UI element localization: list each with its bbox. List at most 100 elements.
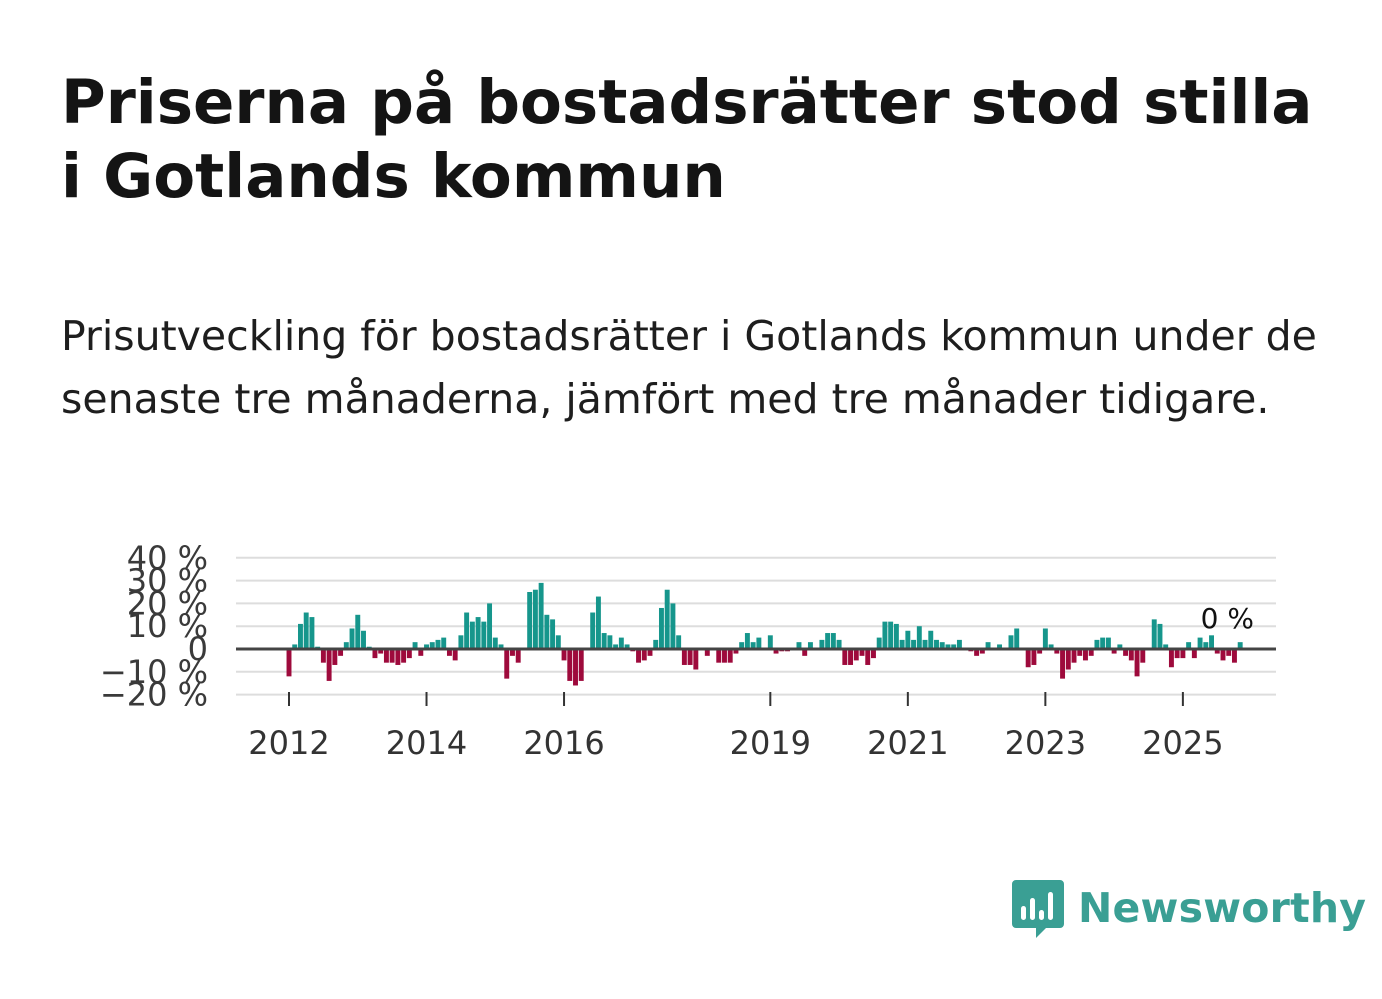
bar [349,628,355,649]
bar [956,639,962,649]
bar [750,642,756,649]
bar [1220,649,1226,661]
bar [1174,649,1180,659]
bar [1151,619,1157,649]
bar [830,633,836,649]
bar [378,649,384,654]
y-tick-label: 40 % [127,539,208,577]
bar [802,649,808,656]
x-tick-label: 2021 [867,724,948,762]
bar [985,642,991,649]
x-tick-label: 2025 [1142,724,1223,762]
bar [1214,649,1220,654]
bar [767,635,773,649]
bar [1071,649,1077,663]
bar [498,644,504,649]
bar [664,589,670,649]
x-tick-label: 2023 [1005,724,1086,762]
bar [934,639,939,649]
bar [653,639,659,649]
x-axis: 2012 2014 2016 2019 2021 2023 2025 [248,692,1224,762]
bar [1042,628,1048,649]
x-tick-label: 2012 [248,724,329,762]
bar-series [286,582,1243,686]
bar [550,619,556,649]
bar [286,649,292,677]
bar [670,603,676,649]
bar [1054,649,1060,654]
bar [332,649,338,665]
bar [452,649,458,661]
x-tick-label: 2014 [386,724,467,762]
bar [464,612,470,649]
bar [475,617,481,649]
bar [727,649,733,663]
bar [401,649,407,663]
bar [739,642,745,649]
bar [676,635,682,649]
bar [1025,649,1031,668]
bar [911,639,917,649]
bar [819,639,825,649]
bar [590,612,596,649]
bar [636,649,641,663]
bar [298,623,303,649]
bar [744,633,750,649]
bar [406,649,412,659]
bar [481,621,487,649]
bar [578,649,584,681]
bar [888,621,894,649]
bar [561,649,567,661]
bar [383,649,389,663]
bar [595,596,601,649]
bar [1060,649,1066,679]
bar [1191,649,1197,659]
bar [355,614,361,649]
bar-chart: 40 %30 %20 %10 %0−10 %−20 % 2012 2014 2016… [100,539,1276,762]
bar [1231,649,1237,663]
bar [309,617,315,649]
bar [882,621,888,649]
y-tick-label: −20 % [100,676,208,714]
bar [997,644,1002,649]
bar [1094,639,1100,649]
bar [916,626,922,649]
bar [922,639,928,649]
x-tick-label: 2019 [730,724,811,762]
bar [458,635,464,649]
bar [945,644,951,649]
bar [510,649,515,656]
bar [722,649,727,663]
bar [1186,642,1192,649]
bar [527,592,533,649]
bar [647,649,653,656]
y-axis: 40 %30 %20 %10 %0−10 %−20 % [100,539,208,714]
bar [974,649,980,656]
bar [704,649,710,656]
bar [893,623,899,649]
bar [412,642,418,649]
bar [515,649,521,663]
bar [1197,637,1203,649]
bar [292,644,298,649]
bar [1008,635,1014,649]
bar [1180,649,1186,659]
brand-name: Newsworthy [1078,884,1367,932]
bar [618,637,624,649]
bar [905,630,911,649]
newsworthy-bar-chart-icon [1012,880,1064,938]
bar [1134,649,1140,677]
bar [641,649,647,661]
grid-lines [236,556,1276,696]
bar [658,607,664,649]
bar [338,649,344,656]
bar [1105,637,1111,649]
bar [733,649,739,654]
bar [1140,649,1146,663]
bar [1083,649,1088,661]
bar [876,637,882,649]
bar [1117,644,1123,649]
bar [613,644,619,649]
bar [424,644,429,649]
bar [303,612,309,649]
